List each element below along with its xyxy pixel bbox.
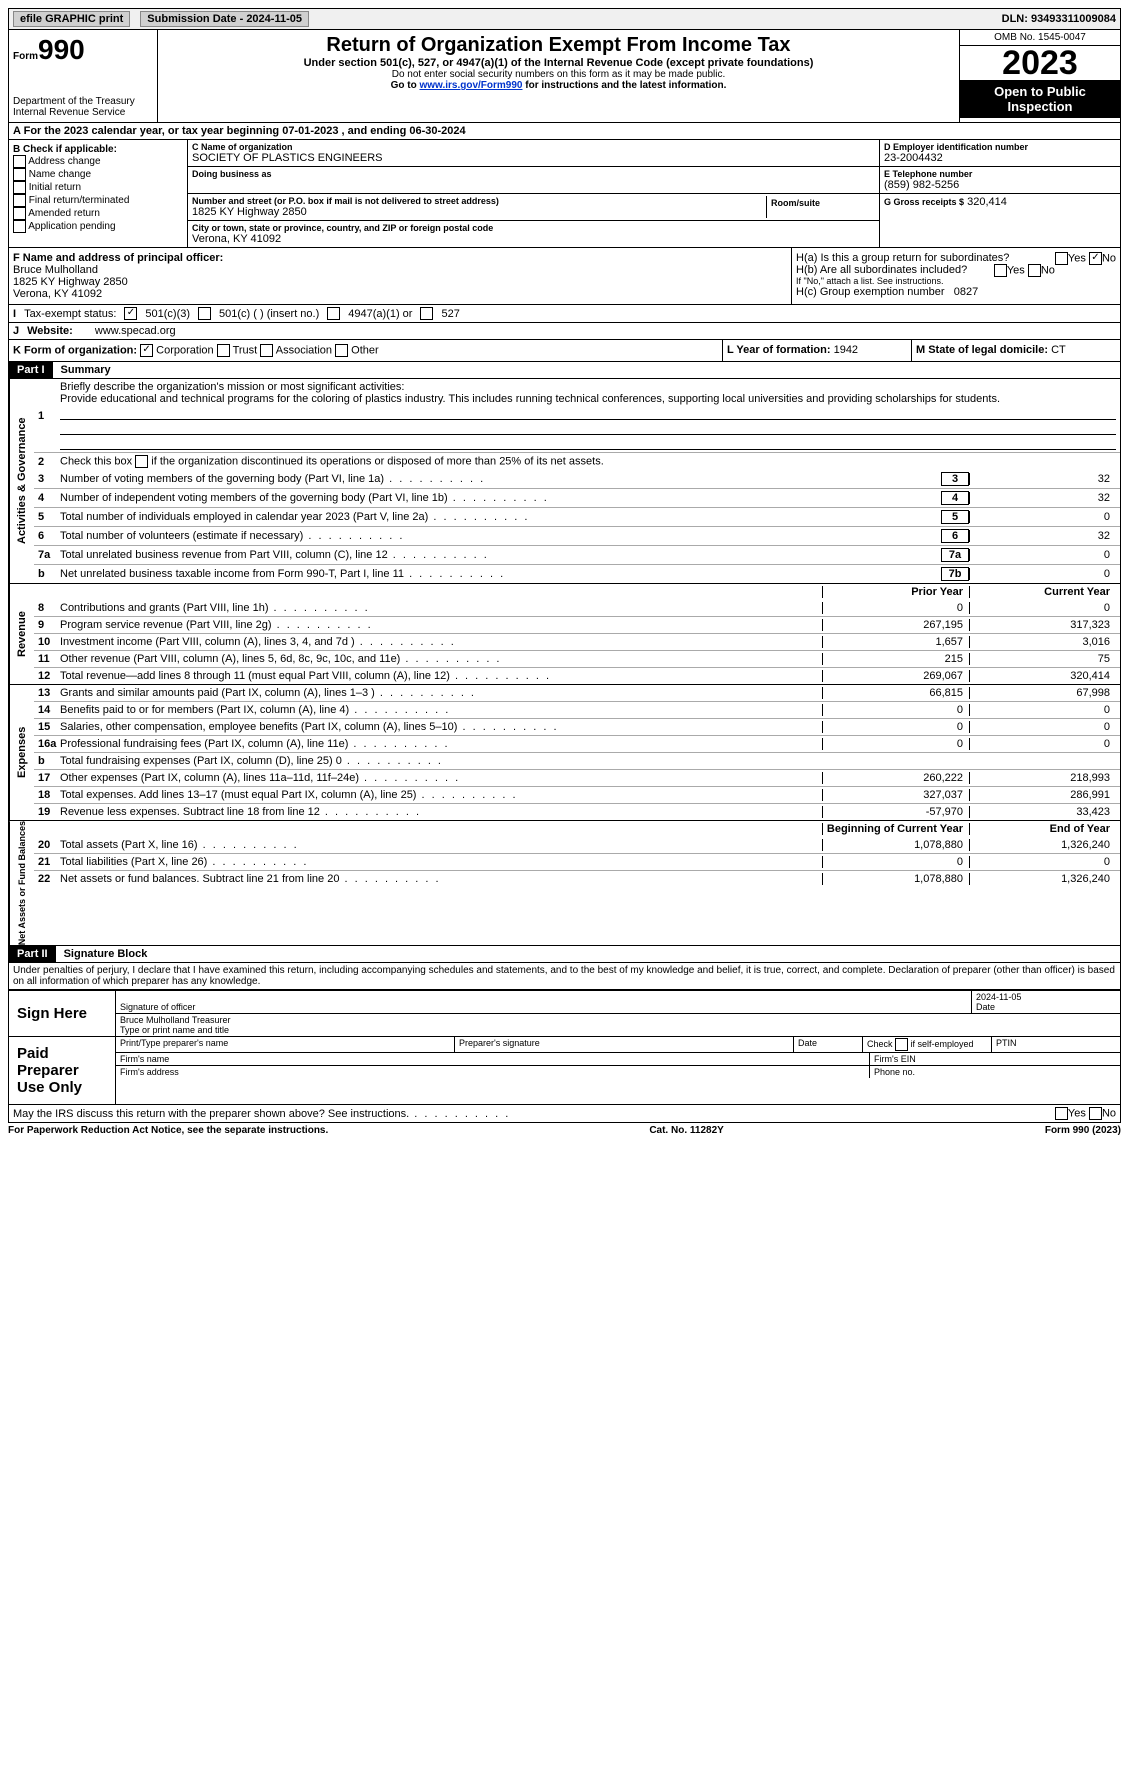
submission-date: Submission Date - 2024-11-05 — [140, 11, 309, 27]
assoc-checkbox[interactable] — [260, 344, 273, 357]
page-footer: For Paperwork Reduction Act Notice, see … — [8, 1123, 1121, 1138]
527-checkbox[interactable] — [420, 307, 433, 320]
hb-no-checkbox[interactable] — [1028, 264, 1041, 277]
org-name: SOCIETY OF PLASTICS ENGINEERS — [192, 152, 875, 164]
mission-text: Provide educational and technical progra… — [60, 393, 1000, 405]
gross-receipts: 320,414 — [967, 196, 1007, 208]
top-bar: efile GRAPHIC print Submission Date - 20… — [8, 8, 1121, 30]
trust-checkbox[interactable] — [217, 344, 230, 357]
irs-link[interactable]: www.irs.gov/Form990 — [419, 80, 522, 91]
summary-line: 8Contributions and grants (Part VIII, li… — [34, 600, 1120, 616]
year-formation: 1942 — [834, 344, 858, 356]
org-form-row: K Form of organization: Corporation Trus… — [8, 340, 1121, 362]
revenue-section: Revenue Prior YearCurrent Year 8Contribu… — [8, 584, 1121, 685]
form-header: Form990 Department of the Treasury Inter… — [8, 30, 1121, 123]
501c-checkbox[interactable] — [198, 307, 211, 320]
summary-line: 11Other revenue (Part VIII, column (A), … — [34, 650, 1120, 667]
department: Department of the Treasury Internal Reve… — [13, 96, 153, 118]
summary-line: 10Investment income (Part VIII, column (… — [34, 633, 1120, 650]
perjury-statement: Under penalties of perjury, I declare th… — [8, 963, 1121, 990]
summary-line: 14Benefits paid to or for members (Part … — [34, 701, 1120, 718]
4947-checkbox[interactable] — [327, 307, 340, 320]
governance-section: Activities & Governance 1 Briefly descri… — [8, 379, 1121, 584]
website-url: www.specad.org — [95, 325, 176, 337]
corp-checkbox[interactable] — [140, 344, 153, 357]
form-title: Return of Organization Exempt From Incom… — [162, 34, 955, 57]
summary-line: 6Total number of volunteers (estimate if… — [34, 526, 1120, 545]
summary-line: bTotal fundraising expenses (Part IX, co… — [34, 752, 1120, 769]
501c3-checkbox[interactable] — [124, 307, 137, 320]
open-inspection: Open to Public Inspection — [960, 80, 1120, 118]
summary-line: 21Total liabilities (Part X, line 26)00 — [34, 853, 1120, 870]
summary-line: 12Total revenue—add lines 8 through 11 (… — [34, 667, 1120, 684]
summary-line: bNet unrelated business taxable income f… — [34, 564, 1120, 583]
addr-change-checkbox[interactable] — [13, 155, 26, 168]
discuss-yes-checkbox[interactable] — [1055, 1107, 1068, 1120]
self-employed-checkbox[interactable] — [895, 1038, 908, 1051]
telephone: (859) 982-5256 — [884, 179, 1116, 191]
discuss-row: May the IRS discuss this return with the… — [8, 1105, 1121, 1123]
sign-here-label: Sign Here — [9, 991, 116, 1036]
ssn-warning: Do not enter social security numbers on … — [162, 69, 955, 80]
summary-line: 17Other expenses (Part IX, column (A), l… — [34, 769, 1120, 786]
discuss-no-checkbox[interactable] — [1089, 1107, 1102, 1120]
net-assets-section: Net Assets or Fund Balances Beginning of… — [8, 821, 1121, 946]
officer-addr2: Verona, KY 41092 — [13, 288, 787, 300]
summary-line: 18Total expenses. Add lines 13–17 (must … — [34, 786, 1120, 803]
summary-line: 3Number of voting members of the governi… — [34, 470, 1120, 488]
initial-return-checkbox[interactable] — [13, 181, 26, 194]
summary-line: 20Total assets (Part X, line 16)1,078,88… — [34, 837, 1120, 853]
group-exemption: 0827 — [954, 286, 978, 298]
officer-addr1: 1825 KY Highway 2850 — [13, 276, 787, 288]
summary-line: 15Salaries, other compensation, employee… — [34, 718, 1120, 735]
tax-period: A For the 2023 calendar year, or tax yea… — [9, 123, 1120, 139]
paid-preparer-label: Paid Preparer Use Only — [9, 1037, 116, 1104]
tax-exempt-status: I Tax-exempt status: 501(c)(3) 501(c) ( … — [8, 305, 1121, 323]
identity-block: B Check if applicable: Address change Na… — [8, 140, 1121, 248]
part2-header: Part II Signature Block — [8, 946, 1121, 963]
summary-line: 4Number of independent voting members of… — [34, 488, 1120, 507]
website-row: J Website: www.specad.org — [8, 323, 1121, 340]
ha-no-checkbox[interactable] — [1089, 252, 1102, 265]
form-number: Form990 — [13, 34, 153, 66]
signature-block: Sign Here Signature of officer 2024-11-0… — [8, 990, 1121, 1105]
tax-year: 2023 — [960, 46, 1120, 80]
discontinued-checkbox[interactable] — [135, 455, 148, 468]
summary-line: 22Net assets or fund balances. Subtract … — [34, 870, 1120, 887]
name-change-checkbox[interactable] — [13, 168, 26, 181]
street-address: 1825 KY Highway 2850 — [192, 206, 766, 218]
city-state-zip: Verona, KY 41092 — [192, 233, 875, 245]
officer-group-block: F Name and address of principal officer:… — [8, 248, 1121, 305]
other-checkbox[interactable] — [335, 344, 348, 357]
amended-return-checkbox[interactable] — [13, 207, 26, 220]
summary-line: 9Program service revenue (Part VIII, lin… — [34, 616, 1120, 633]
ein: 23-2004432 — [884, 152, 1116, 164]
officer-signature-name: Bruce Mulholland Treasurer — [120, 1015, 231, 1025]
summary-line: 5Total number of individuals employed in… — [34, 507, 1120, 526]
part1-header: Part I Summary — [8, 362, 1121, 379]
ha-yes-checkbox[interactable] — [1055, 252, 1068, 265]
officer-name: Bruce Mulholland — [13, 264, 787, 276]
check-applicable: B Check if applicable: Address change Na… — [9, 140, 188, 247]
efile-print-button[interactable]: efile GRAPHIC print — [13, 11, 130, 27]
form-subtitle: Under section 501(c), 527, or 4947(a)(1)… — [162, 57, 955, 69]
summary-line: 7aTotal unrelated business revenue from … — [34, 545, 1120, 564]
summary-line: 13Grants and similar amounts paid (Part … — [34, 685, 1120, 701]
period-row: A For the 2023 calendar year, or tax yea… — [8, 123, 1121, 140]
app-pending-checkbox[interactable] — [13, 220, 26, 233]
dln: DLN: 93493311009084 — [1002, 13, 1116, 25]
expenses-section: Expenses 13Grants and similar amounts pa… — [8, 685, 1121, 821]
hb-yes-checkbox[interactable] — [994, 264, 1007, 277]
state-domicile: CT — [1051, 344, 1066, 356]
summary-line: 16aProfessional fundraising fees (Part I… — [34, 735, 1120, 752]
final-return-checkbox[interactable] — [13, 194, 26, 207]
summary-line: 19Revenue less expenses. Subtract line 1… — [34, 803, 1120, 820]
